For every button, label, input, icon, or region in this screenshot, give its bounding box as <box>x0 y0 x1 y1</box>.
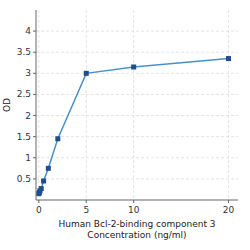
grid-line <box>36 94 238 95</box>
y-axis-line <box>36 10 37 200</box>
tick-label: 3 <box>25 68 31 78</box>
tick-label: 1.5 <box>17 132 31 142</box>
grid-line <box>36 178 238 179</box>
axes: 0.5 1 1.5 2 2.5 3 3.5 4 0 5 10 20 <box>17 10 238 215</box>
tick-label: 20 <box>223 205 235 215</box>
data-point <box>46 166 51 171</box>
data-point <box>55 136 60 141</box>
data-point <box>39 186 44 191</box>
data-point <box>84 71 89 76</box>
grid-line <box>36 73 238 74</box>
grid-line <box>36 157 238 158</box>
grid <box>36 10 238 200</box>
tick-label: 3.5 <box>17 47 31 57</box>
x-axis-label: Concentration (ng/ml) <box>87 230 186 240</box>
grid-line <box>36 136 238 137</box>
tick-label: 10 <box>128 205 140 215</box>
tick-label: 0.5 <box>17 174 31 184</box>
data-point <box>131 65 136 70</box>
grid-line <box>86 10 87 200</box>
tick-label: 5 <box>83 205 89 215</box>
x-axis-line <box>36 200 238 201</box>
grid-line <box>36 52 238 53</box>
tick-label: 2 <box>25 111 31 121</box>
grid-line <box>36 115 238 116</box>
chart-container: 0.5 1 1.5 2 2.5 3 3.5 4 0 5 10 20 Human Bcl-2-bindin… <box>0 0 250 250</box>
grid-line <box>38 10 39 200</box>
grid-line <box>228 10 229 200</box>
chart: 0.5 1 1.5 2 2.5 3 3.5 4 0 5 10 20 Human Bcl-2-bindin… <box>0 0 250 250</box>
tick-label: 0 <box>36 205 42 215</box>
plot-area <box>36 56 231 196</box>
x-axis-label: Human Bcl-2-binding component 3 <box>58 219 215 229</box>
tick-label: 2.5 <box>17 89 31 99</box>
grid-line <box>36 31 238 32</box>
data-point <box>226 56 231 61</box>
tick-label: 1 <box>25 153 31 163</box>
grid-line <box>133 10 134 200</box>
data-point <box>41 179 46 184</box>
data-line <box>39 59 229 194</box>
tick-label: 4 <box>25 26 31 36</box>
y-axis-label: OD <box>2 98 12 112</box>
